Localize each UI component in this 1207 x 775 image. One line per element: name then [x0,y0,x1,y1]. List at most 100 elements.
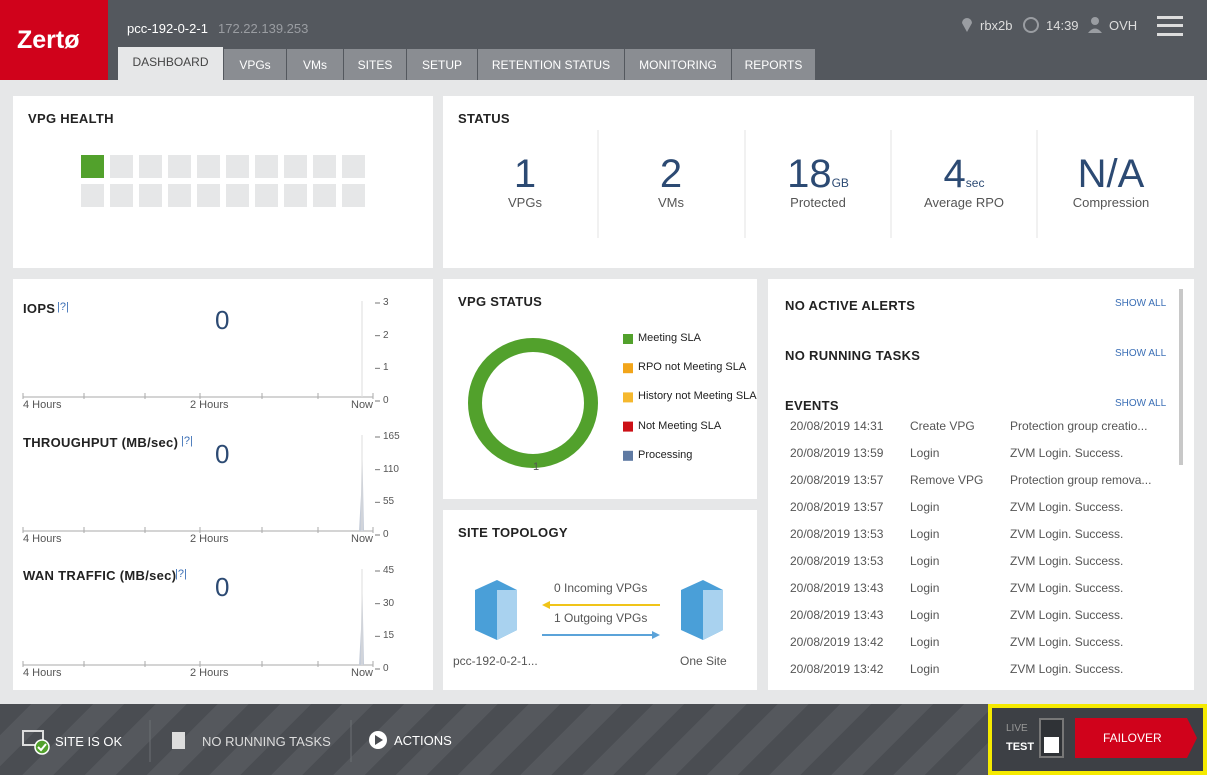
site-status: SITE IS OK [55,734,123,749]
y-tick-label: 30 [383,597,395,609]
health-cell [313,184,336,207]
event-cell: 20/08/2019 13:57 [790,500,884,514]
outgoing-label: 1 Outgoing VPGs [554,611,648,625]
y-tick-label: 0 [383,395,389,406]
panel-title: VPG STATUS [458,294,543,309]
y-tick-label: 55 [383,496,395,508]
panel-title: STATUS [458,111,510,126]
event-cell: Login [910,554,940,568]
donut-ring [468,338,598,468]
legend-label: RPO not Meeting SLA [638,361,747,374]
legend-swatch [623,363,633,374]
legend-label: Processing [638,448,693,461]
metric-value: 0 [215,572,230,602]
nav-tab[interactable]: SETUP [407,49,477,80]
nav-tab[interactable]: VMs [287,49,343,80]
event-cell: ZVM Login. Success. [1010,500,1124,514]
event-cell: 20/08/2019 13:53 [790,554,884,568]
footer-tasks: NO RUNNING TASKS [202,734,331,749]
event-cell: Protection group remova... [1010,473,1152,487]
building-side [497,590,517,640]
nav-tab[interactable]: SITES [344,49,406,80]
help-link[interactable]: |?| [57,301,69,313]
status-label: Protected [790,195,846,210]
event-cell: 20/08/2019 14:31 [790,419,884,433]
panel-title: SITE TOPOLOGY [458,525,568,540]
health-cell [139,155,162,178]
panel-title: VPG HEALTH [28,111,114,126]
status-unit: sec [965,176,985,190]
health-cell [226,155,249,178]
nav-tab[interactable]: RETENTION STATUS [478,49,624,80]
status-value: N/A [1077,152,1145,196]
time-label: 2 Hours [190,667,229,679]
status-value-wrap: N/A [1031,152,1191,196]
health-cell [81,184,104,207]
health-cell [168,184,191,207]
user-icon [1091,17,1099,25]
remote-site: One Site [680,654,727,668]
vpg-status-panel [443,279,757,499]
help-link[interactable]: |?| [181,435,193,447]
nav-tab[interactable]: VPGs [224,49,286,80]
check [37,743,47,752]
failover-button[interactable]: FAILOVER [1075,718,1197,758]
monitor-icon [22,730,44,746]
pin-icon [962,18,972,32]
section-title: NO RUNNING TASKS [785,348,921,363]
time-label: 2 Hours [190,533,229,545]
status-value-wrap: 1 [445,152,605,196]
arrow-head [652,631,660,639]
test-label: TEST [1006,741,1035,753]
health-cell [168,155,191,178]
nav-tab[interactable]: DASHBOARD [118,47,223,80]
incoming-label: 0 Incoming VPGs [554,581,648,595]
ok-icon [34,739,50,755]
health-cell [284,184,307,207]
y-tick-label: 15 [383,630,395,642]
health-cell [226,184,249,207]
health-cell [110,155,133,178]
actions-button[interactable]: ACTIONS [394,733,452,748]
legend-swatch [623,421,633,432]
health-cell [255,155,278,178]
health-cell [81,155,104,178]
status-label: VPGs [508,195,542,210]
status-label: Average RPO [924,195,1004,210]
show-all-link[interactable]: SHOW ALL [1115,398,1167,409]
event-cell: 20/08/2019 13:53 [790,527,884,541]
host-ip: 172.22.139.253 [218,21,309,36]
section-title: EVENTS [785,398,839,413]
legend-label: Not Meeting SLA [638,419,722,432]
event-cell: 20/08/2019 13:42 [790,635,884,649]
show-all-link[interactable]: SHOW ALL [1115,298,1167,309]
status-value-wrap: 4sec [884,152,1044,196]
y-tick-label: 2 [383,329,389,341]
event-cell: 20/08/2019 13:43 [790,608,884,622]
metric-value: 0 [215,439,230,469]
status-value: 2 [659,152,683,196]
health-cell [284,155,307,178]
show-all-link[interactable]: SHOW ALL [1115,348,1167,359]
time-label: 4 Hours [23,399,62,411]
nav-tab[interactable]: MONITORING [625,49,731,80]
metric-value: 0 [215,305,230,335]
logo: Zertø [17,26,80,54]
mode-toggle[interactable] [1039,718,1064,758]
nav-tab[interactable]: REPORTS [732,49,815,80]
event-cell: Create VPG [910,419,975,433]
time-label: Now [351,399,374,411]
event-cell: ZVM Login. Success. [1010,635,1124,649]
y-tick-label: 0 [383,529,389,540]
event-cell: Login [910,581,940,595]
event-cell: Login [910,446,940,460]
help-link[interactable]: |?| [175,568,187,580]
y-tick-label: 110 [383,463,399,475]
menu-button[interactable] [1157,16,1183,36]
health-cell [342,155,365,178]
health-cell [139,184,162,207]
y-tick-label: 0 [383,663,389,674]
health-cell [342,184,365,207]
health-cell [255,184,278,207]
